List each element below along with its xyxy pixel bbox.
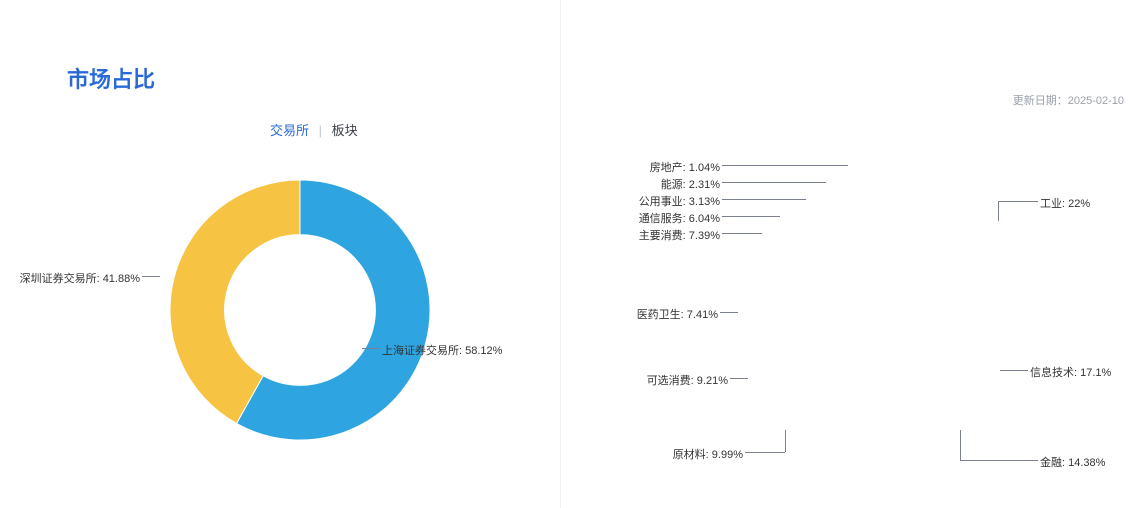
leader-industrial <box>998 201 1038 202</box>
leader-szse <box>142 276 160 277</box>
industry-dist-update: 更新日期：2025-02-10 <box>1013 92 1124 108</box>
industry-dist-panel: 行业分布 更新日期：2025-02-10 一级行业 <box>560 0 1143 508</box>
slice-label-materials: 原材料: 9.99% <box>673 446 743 462</box>
leader-sse <box>362 348 380 349</box>
market-share-panel: 市场占比 更新日期：2025-02-10 交易所 | 板块 <box>0 0 560 508</box>
leader-finance-v <box>960 430 961 460</box>
leader-discretionary <box>730 378 748 379</box>
market-share-tabs: 交易所 | 板块 <box>270 120 358 139</box>
leader-materials-v <box>785 430 786 452</box>
market-share-title: 市场占比 <box>67 62 155 94</box>
leader-materials <box>745 452 785 453</box>
dashboard-root: 市场占比 更新日期：2025-02-10 交易所 | 板块 行业分布 更新日期：… <box>0 0 1143 508</box>
leader-utilities <box>722 199 806 200</box>
tab-board[interactable]: 板块 <box>332 123 358 138</box>
slice-label-energy: 能源: 2.31% <box>661 176 720 192</box>
slice-label-realestate: 房地产: 1.04% <box>650 159 720 175</box>
slice-label-infotech: 信息技术: 17.1% <box>1030 364 1111 380</box>
leader-realestate <box>722 165 848 166</box>
tab-exchange[interactable]: 交易所 <box>270 123 309 138</box>
slice-label-healthcare: 医药卫生: 7.41% <box>637 306 718 322</box>
slice-label-staples: 主要消费: 7.39% <box>639 227 720 243</box>
leader-energy <box>722 182 826 183</box>
leader-healthcare <box>720 312 738 313</box>
market-share-donut <box>140 150 460 470</box>
leader-telecom <box>722 216 780 217</box>
leader-infotech <box>1000 370 1028 371</box>
slice-label-utilities: 公用事业: 3.13% <box>639 193 720 209</box>
slice-label-finance: 金融: 14.38% <box>1040 454 1105 470</box>
slice-label-sse: 上海证券交易所: 58.12% <box>382 342 502 358</box>
update-prefix: 更新日期： <box>1013 95 1068 107</box>
leader-industrial-v <box>998 201 999 221</box>
leader-staples <box>722 233 762 234</box>
slice-label-industrial: 工业: 22% <box>1040 195 1090 211</box>
leader-finance <box>960 460 1038 461</box>
slice-label-discretionary: 可选消费: 9.21% <box>647 372 728 388</box>
slice-label-telecom: 通信服务: 6.04% <box>639 210 720 226</box>
update-date: 2025-02-10 <box>1068 95 1124 107</box>
slice-label-szse: 深圳证券交易所: 41.88% <box>20 270 140 286</box>
tab-separator: | <box>319 123 322 138</box>
